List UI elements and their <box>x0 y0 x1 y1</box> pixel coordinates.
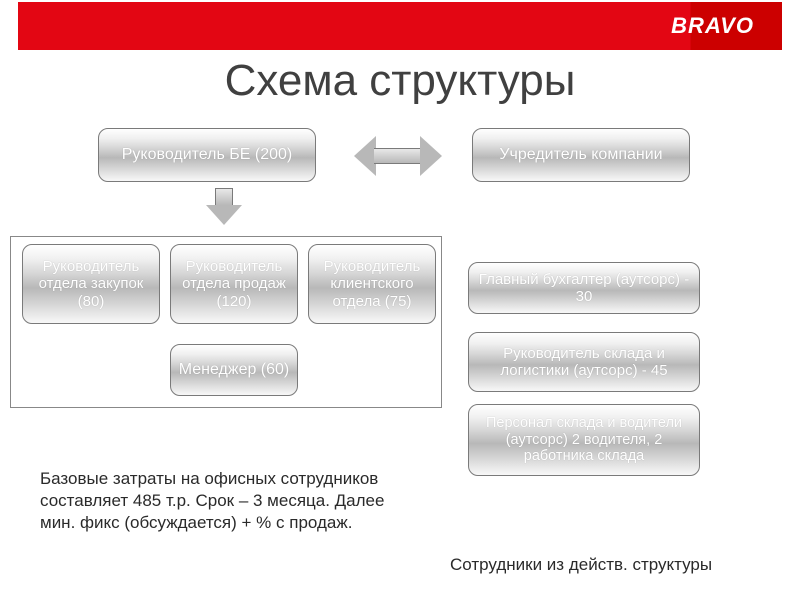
page-title: Схема структуры <box>0 56 800 106</box>
bidirectional-arrow <box>354 136 442 176</box>
node-purchasing-head: Руководитель отдела закупок (80) <box>22 244 160 324</box>
brand-logo: BRAVO <box>671 13 754 39</box>
node-manager: Менеджер (60) <box>170 344 298 396</box>
footer-left-text: Базовые затраты на офисных сотрудников с… <box>40 468 400 534</box>
node-warehouse-staff: Персонал склада и водители (аутсорс) 2 в… <box>468 404 700 476</box>
node-label: Главный бухгалтер (аутсорс) - 30 <box>475 271 693 306</box>
node-label: Учредитель компании <box>499 146 662 164</box>
header-bar: BRAVO <box>18 2 782 50</box>
node-sales-head: Руководитель отдела продаж (120) <box>170 244 298 324</box>
footer-right-text: Сотрудники из действ. структуры <box>450 554 750 576</box>
node-client-head: Руководитель клиентского отдела (75) <box>308 244 436 324</box>
node-label: Руководитель отдела закупок (80) <box>29 258 153 310</box>
node-founder: Учредитель компании <box>472 128 690 182</box>
node-label: Персонал склада и водители (аутсорс) 2 в… <box>475 415 693 465</box>
node-label: Менеджер (60) <box>179 361 290 379</box>
node-label: Руководитель БЕ (200) <box>122 146 293 164</box>
node-accountant: Главный бухгалтер (аутсорс) - 30 <box>468 262 700 314</box>
node-label: Руководитель склада и логистики (аутсорс… <box>475 345 693 380</box>
node-warehouse-head: Руководитель склада и логистики (аутсорс… <box>468 332 700 392</box>
down-arrow <box>206 188 242 228</box>
node-label: Руководитель клиентского отдела (75) <box>315 258 429 310</box>
node-label: Руководитель отдела продаж (120) <box>177 258 291 310</box>
node-bu-head: Руководитель БЕ (200) <box>98 128 316 182</box>
